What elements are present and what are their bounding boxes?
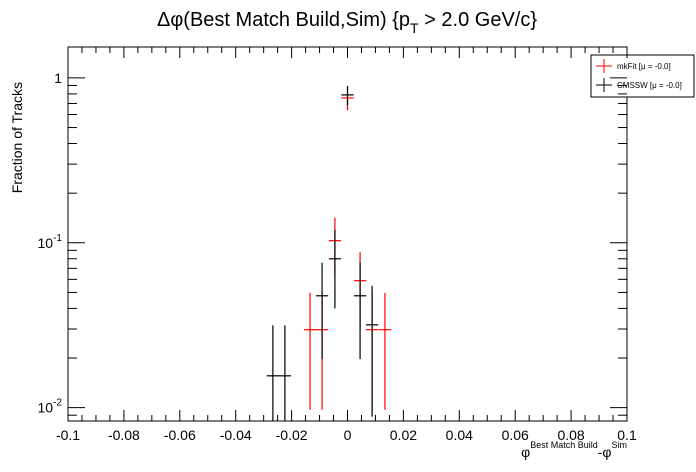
y-tick-base: 10	[38, 235, 54, 251]
chart-title: Δφ(Best Match Build,Sim) {pT > 2.0 GeV/c…	[157, 9, 537, 36]
x-tick-label: 0.04	[446, 427, 473, 443]
x-label-sup: Best Match Build	[530, 440, 598, 450]
x-tick-label: 0.1	[617, 427, 637, 443]
legend-label: mkFit [μ = -0.0]	[617, 62, 671, 71]
x-tick-label: 0	[344, 427, 352, 443]
y-tick-label: 1	[54, 70, 62, 86]
x-tick-label: 0.06	[502, 427, 529, 443]
x-tick-label: 0.08	[557, 427, 584, 443]
y-tick-exponent: -2	[53, 398, 62, 409]
x-tick-label: -0.08	[108, 427, 140, 443]
title-part: > 2.0 GeV/c}	[419, 9, 538, 31]
x-tick-label: -0.02	[276, 427, 308, 443]
legend-label: CMSSW [μ = -0.0]	[617, 81, 682, 90]
y-tick-label: 10-2	[38, 398, 63, 416]
x-tick-label: 0.02	[390, 427, 417, 443]
y-axis-label: Fraction of Tracks	[9, 82, 25, 193]
x-tick-label: -0.06	[164, 427, 196, 443]
x-tick-label: -0.1	[56, 427, 80, 443]
y-tick-base: 10	[38, 400, 54, 416]
legend-box	[590, 54, 695, 98]
x-label-sup: Sim	[612, 440, 628, 450]
y-tick-exponent: -1	[53, 233, 62, 244]
title-sub: T	[410, 20, 419, 36]
x-label-part: φ	[521, 444, 530, 460]
x-label-part: -φ	[598, 444, 612, 460]
x-axis-label: φBest Match Build-φSim	[521, 440, 627, 460]
y-tick-label: 10-1	[38, 233, 63, 251]
title-part: Δφ(Best Match Build,Sim) {p	[157, 9, 410, 31]
x-tick-label: -0.04	[220, 427, 252, 443]
